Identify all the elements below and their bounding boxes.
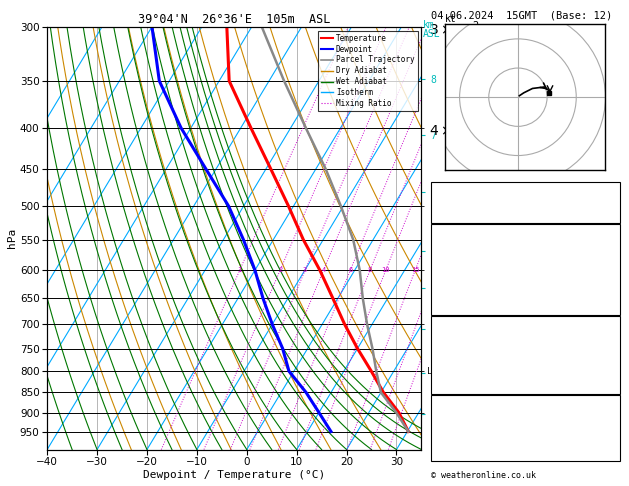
- Text: EH: EH: [434, 409, 445, 418]
- Text: Most Unstable: Most Unstable: [490, 319, 560, 329]
- Text: 2.39: 2.39: [595, 205, 616, 213]
- Text: 689: 689: [600, 363, 616, 372]
- Text: 4: 4: [321, 267, 326, 273]
- Text: 04.06.2024  15GMT  (Base: 12): 04.06.2024 15GMT (Base: 12): [431, 11, 612, 21]
- Text: 164: 164: [600, 374, 616, 383]
- Title: 39°04'N  26°36'E  105m  ASL: 39°04'N 26°36'E 105m ASL: [138, 13, 330, 26]
- Text: Lifted Index: Lifted Index: [434, 271, 499, 280]
- Text: Lifted Index: Lifted Index: [434, 352, 499, 361]
- Text: -3: -3: [606, 271, 616, 280]
- Text: 999: 999: [600, 330, 616, 339]
- Y-axis label: hPa: hPa: [7, 228, 17, 248]
- Text: 10: 10: [382, 267, 390, 273]
- Text: Pressure (mb): Pressure (mb): [434, 330, 504, 339]
- Text: Totals Totals: Totals Totals: [434, 193, 504, 202]
- Text: StmSpd (kt): StmSpd (kt): [434, 442, 493, 451]
- Text: Dewp (°C): Dewp (°C): [434, 249, 482, 258]
- Text: 6: 6: [348, 267, 352, 273]
- Text: 689: 689: [600, 282, 616, 291]
- Text: 164: 164: [600, 293, 616, 302]
- Text: θₑ (K): θₑ (K): [434, 341, 466, 350]
- Text: 30.2: 30.2: [595, 238, 616, 247]
- Text: -3: -3: [606, 352, 616, 361]
- Text: PW (cm): PW (cm): [434, 205, 472, 213]
- Text: CIN (J): CIN (J): [434, 293, 472, 302]
- Text: 2: 2: [278, 267, 282, 273]
- Text: Hodograph: Hodograph: [501, 399, 549, 408]
- Text: Temp (°C): Temp (°C): [434, 238, 482, 247]
- Text: 336: 336: [600, 260, 616, 269]
- Text: 1: 1: [238, 267, 242, 273]
- Text: Surface: Surface: [506, 227, 544, 237]
- Legend: Temperature, Dewpoint, Parcel Trajectory, Dry Adiabat, Wet Adiabat, Isotherm, Mi: Temperature, Dewpoint, Parcel Trajectory…: [318, 31, 418, 111]
- Text: 14.7: 14.7: [595, 249, 616, 258]
- Text: 48: 48: [606, 193, 616, 202]
- Text: K: K: [434, 182, 440, 191]
- Text: 8: 8: [368, 267, 372, 273]
- Text: 15: 15: [606, 420, 616, 429]
- Text: -0: -0: [606, 409, 616, 418]
- Text: km: km: [423, 20, 435, 31]
- Text: CAPE (J): CAPE (J): [434, 363, 477, 372]
- Text: ASL: ASL: [423, 29, 440, 39]
- Text: © weatheronline.co.uk: © weatheronline.co.uk: [431, 471, 536, 480]
- Text: 11: 11: [606, 442, 616, 451]
- X-axis label: Dewpoint / Temperature (°C): Dewpoint / Temperature (°C): [143, 470, 325, 480]
- Text: 25: 25: [606, 182, 616, 191]
- Text: 15: 15: [411, 267, 420, 273]
- Text: LCL: LCL: [427, 366, 443, 376]
- Text: 271°: 271°: [595, 431, 616, 440]
- Text: kt: kt: [445, 14, 457, 24]
- Text: θₑ(K): θₑ(K): [434, 260, 461, 269]
- Text: SREH: SREH: [434, 420, 455, 429]
- Text: StmDir: StmDir: [434, 431, 466, 440]
- Text: 3: 3: [303, 267, 307, 273]
- Text: CIN (J): CIN (J): [434, 374, 472, 383]
- Text: CAPE (J): CAPE (J): [434, 282, 477, 291]
- Text: 335: 335: [600, 341, 616, 350]
